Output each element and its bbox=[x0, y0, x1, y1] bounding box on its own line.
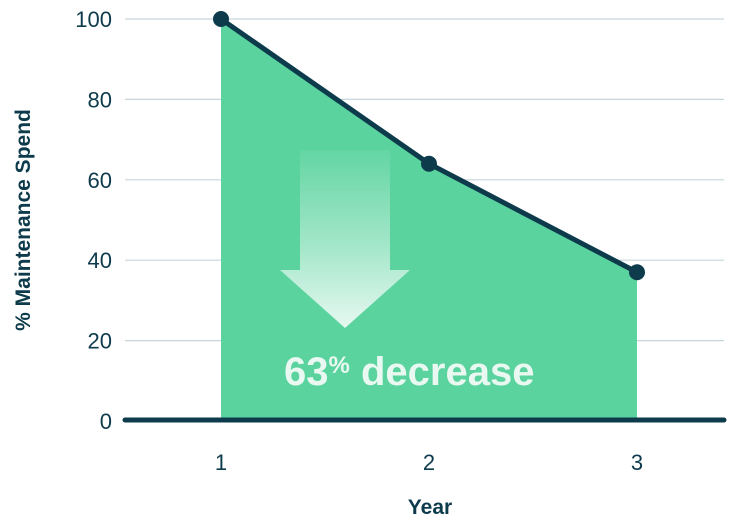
y-axis-title: % Maintenance Spend bbox=[12, 109, 35, 331]
x-tick-label-2: 2 bbox=[423, 450, 435, 475]
y-tick-label-100: 100 bbox=[75, 7, 112, 32]
x-tick-labels: 1 2 3 bbox=[215, 450, 643, 475]
area-fill bbox=[221, 19, 637, 421]
data-point-year-1 bbox=[213, 11, 229, 27]
y-tick-label-40: 40 bbox=[88, 248, 112, 273]
data-point-year-2 bbox=[421, 155, 437, 172]
y-tick-label-80: 80 bbox=[88, 87, 112, 112]
y-tick-label-60: 60 bbox=[88, 168, 112, 193]
y-tick-label-20: 20 bbox=[88, 329, 112, 354]
decrease-annotation: 63% decrease bbox=[284, 350, 534, 394]
y-tick-labels: 0 20 40 60 80 100 bbox=[75, 7, 112, 434]
x-axis-title: Year bbox=[408, 496, 452, 519]
y-tick-label-0: 0 bbox=[100, 409, 112, 434]
data-point-year-3 bbox=[629, 264, 645, 281]
data-points bbox=[213, 11, 645, 281]
x-tick-label-3: 3 bbox=[631, 450, 643, 475]
x-tick-label-1: 1 bbox=[215, 450, 227, 475]
down-arrow-icon bbox=[280, 150, 410, 328]
area-fill-layer bbox=[221, 19, 637, 421]
